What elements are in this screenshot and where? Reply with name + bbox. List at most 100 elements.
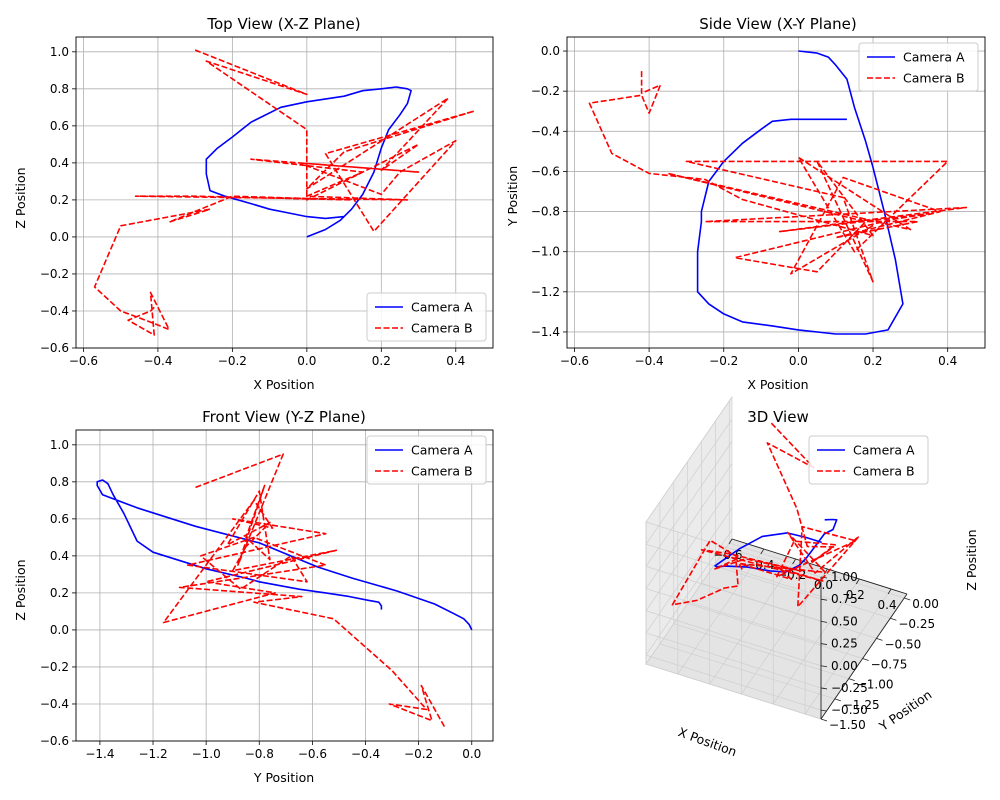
3d-ztick-3 [820,643,828,645]
3d-zgrid-wallx-5 [645,543,822,600]
side-view-axes-frame [566,36,986,349]
top-view-legend-box [366,292,487,342]
front-view-ytick-label-8: 1.0 [50,438,69,452]
side-view-series-camera-b [588,71,968,283]
3d-ytick-label-2: −1.00 [857,678,894,692]
3d-zgrid-wally-4 [645,441,733,567]
3d-view-legend-label-0: Camera A [853,443,915,458]
3d-ygrid-floor-4 [701,583,877,639]
front-view-ytick-label-5: 0.4 [50,549,69,563]
top-view-xlabel: X Position [253,377,314,392]
top-view-legend-label-1: Camera B [411,321,473,336]
front-view-xtick-label-7: 0.0 [462,747,481,761]
3d-ztick-2 [820,665,828,668]
front-view-series-camera-a [96,479,473,631]
3d-ztick-1 [820,687,828,690]
3d-view-legend-box [808,435,929,485]
front-view-xtick-label-1: −1.2 [138,747,167,761]
top-view-xtick-label-1: −0.4 [143,354,172,368]
side-view-ytick-label-0: −1.4 [531,325,560,339]
3d-ztick-label-1: −0.25 [831,681,868,695]
3d-ztick-label-5: 0.75 [831,592,858,606]
front-view-ytick-label-1: −0.4 [40,697,69,711]
3d-xgrid-floor-1 [677,548,765,675]
side-view-ytick-label-4: −0.6 [531,164,560,178]
top-view-ylabel: Z Position [13,167,28,228]
3d-zgrid-wallx-1 [645,632,822,689]
top-view-ytick-label-6: 0.6 [50,119,69,133]
top-view-legend-label-0: Camera A [411,300,473,315]
front-view-ytick-label-0: −0.6 [40,734,69,748]
panel-3d-view: 3D View X Position Y Position Z Position… [645,395,979,759]
3d-xtick-4 [855,578,860,585]
top-view-xtick-label-2: −0.2 [218,354,247,368]
3d-xgrid-floor-2 [709,558,796,685]
3d-xgrid-floor-5 [804,588,892,715]
side-view-xtick-label-2: −0.2 [709,354,738,368]
front-view-xtick-label-6: −0.2 [404,747,433,761]
3d-ytick-5 [890,617,897,621]
top-view-xtick-label-5: 0.4 [446,354,465,368]
3d-zgrid-wally-1 [645,507,733,634]
front-view-plot: −1.4 −1.2 −1.0 −0.8 −0.6 −0.4 −0.2 0.0 −0.6 −0.4 −… [40,429,494,761]
side-view-ytick-label-5: −0.4 [531,124,560,138]
front-view-legend-label-1: Camera B [411,464,473,479]
3d-zgrid-wally-3 [645,463,733,589]
3d-zgrid-wallx-6 [645,521,822,578]
front-view-xtick-label-5: −0.4 [351,747,380,761]
top-view-ytick-label-0: −0.6 [40,341,69,355]
top-view-ytick-label-4: 0.2 [50,193,69,207]
3d-view-title: 3D View [747,408,808,426]
front-view-xtick-label-0: −1.4 [85,747,114,761]
3d-ztick-label-6: 1.00 [831,570,858,584]
top-view-ytick-label-3: 0.0 [50,230,69,244]
3d-zgrid-wallx-4 [645,566,822,622]
side-view-legend-label-0: Camera A [903,50,965,65]
side-view-xtick-label-5: 0.4 [938,354,957,368]
3d-ygrid-floor-1 [659,643,835,700]
side-view-xlabel: X Position [747,377,808,392]
side-view-legend-box [858,42,979,92]
3d-ytick-label-0: −1.50 [829,718,866,732]
3d-xtick-3 [824,568,828,575]
side-view-plot: −0.6 −0.4 −0.2 0.0 0.2 0.4 −1.4 −1.2 −1.0 −0.8 −0.… [531,36,986,368]
3d-ygrid-floor-0 [645,663,822,720]
3d-xtick-5 [887,588,892,595]
side-view-ytick-label-3: −0.8 [531,205,560,219]
top-view-series-camera-a [205,86,412,238]
3d-ytick-3 [862,658,869,661]
side-view-ylabel: Y Position [505,166,520,227]
3d-ytick-6 [904,597,911,601]
top-view-title: Top View (X-Z Plane) [206,15,360,33]
3d-ygrid-floor-2 [673,623,849,680]
3d-ytick-2 [848,678,855,682]
front-view-xtick-label-2: −1.0 [192,747,221,761]
3d-view-legend-label-1: Camera B [853,464,915,479]
3d-zgrid-wallx-3 [645,588,822,644]
top-view-axes-frame [75,36,494,349]
front-view-xtick-label-4: −0.6 [298,747,327,761]
3d-ygrid-floor-6 [729,542,905,599]
top-view-ytick-label-1: −0.4 [40,304,69,318]
3d-zgrid-wally-6 [645,396,733,523]
front-view-xtick-label-3: −0.8 [245,747,274,761]
side-view-series-camera-a [696,50,904,335]
3d-ytick-1 [834,698,841,702]
top-view-series-camera-b [93,49,476,336]
front-view-axes-frame [75,429,494,742]
3d-xtick-2 [792,558,796,565]
top-view-xtick-label-4: 0.2 [372,354,391,368]
top-view-ytick-label-7: 0.8 [50,82,69,96]
side-view-xtick-label-3: 0.0 [789,354,808,368]
3d-ztick-4 [820,620,828,623]
side-view-title: Side View (X-Y Plane) [699,15,857,33]
3d-ytick-label-1: −1.25 [843,698,880,712]
panel-side-view: Side View (X-Y Plane) X Position Y Posit… [505,15,986,392]
3d-view-plot: −0.6−0.4−0.20.00.20.4−1.50−1.25−1.00−0.7… [645,395,939,732]
top-view-ytick-label-2: −0.2 [40,267,69,281]
3d-ytick-label-6: 0.00 [912,597,939,611]
side-view-ytick-label-6: −0.2 [531,84,560,98]
side-view-ytick-label-7: 0.0 [541,44,560,58]
front-view-xlabel: Y Position [253,770,314,785]
